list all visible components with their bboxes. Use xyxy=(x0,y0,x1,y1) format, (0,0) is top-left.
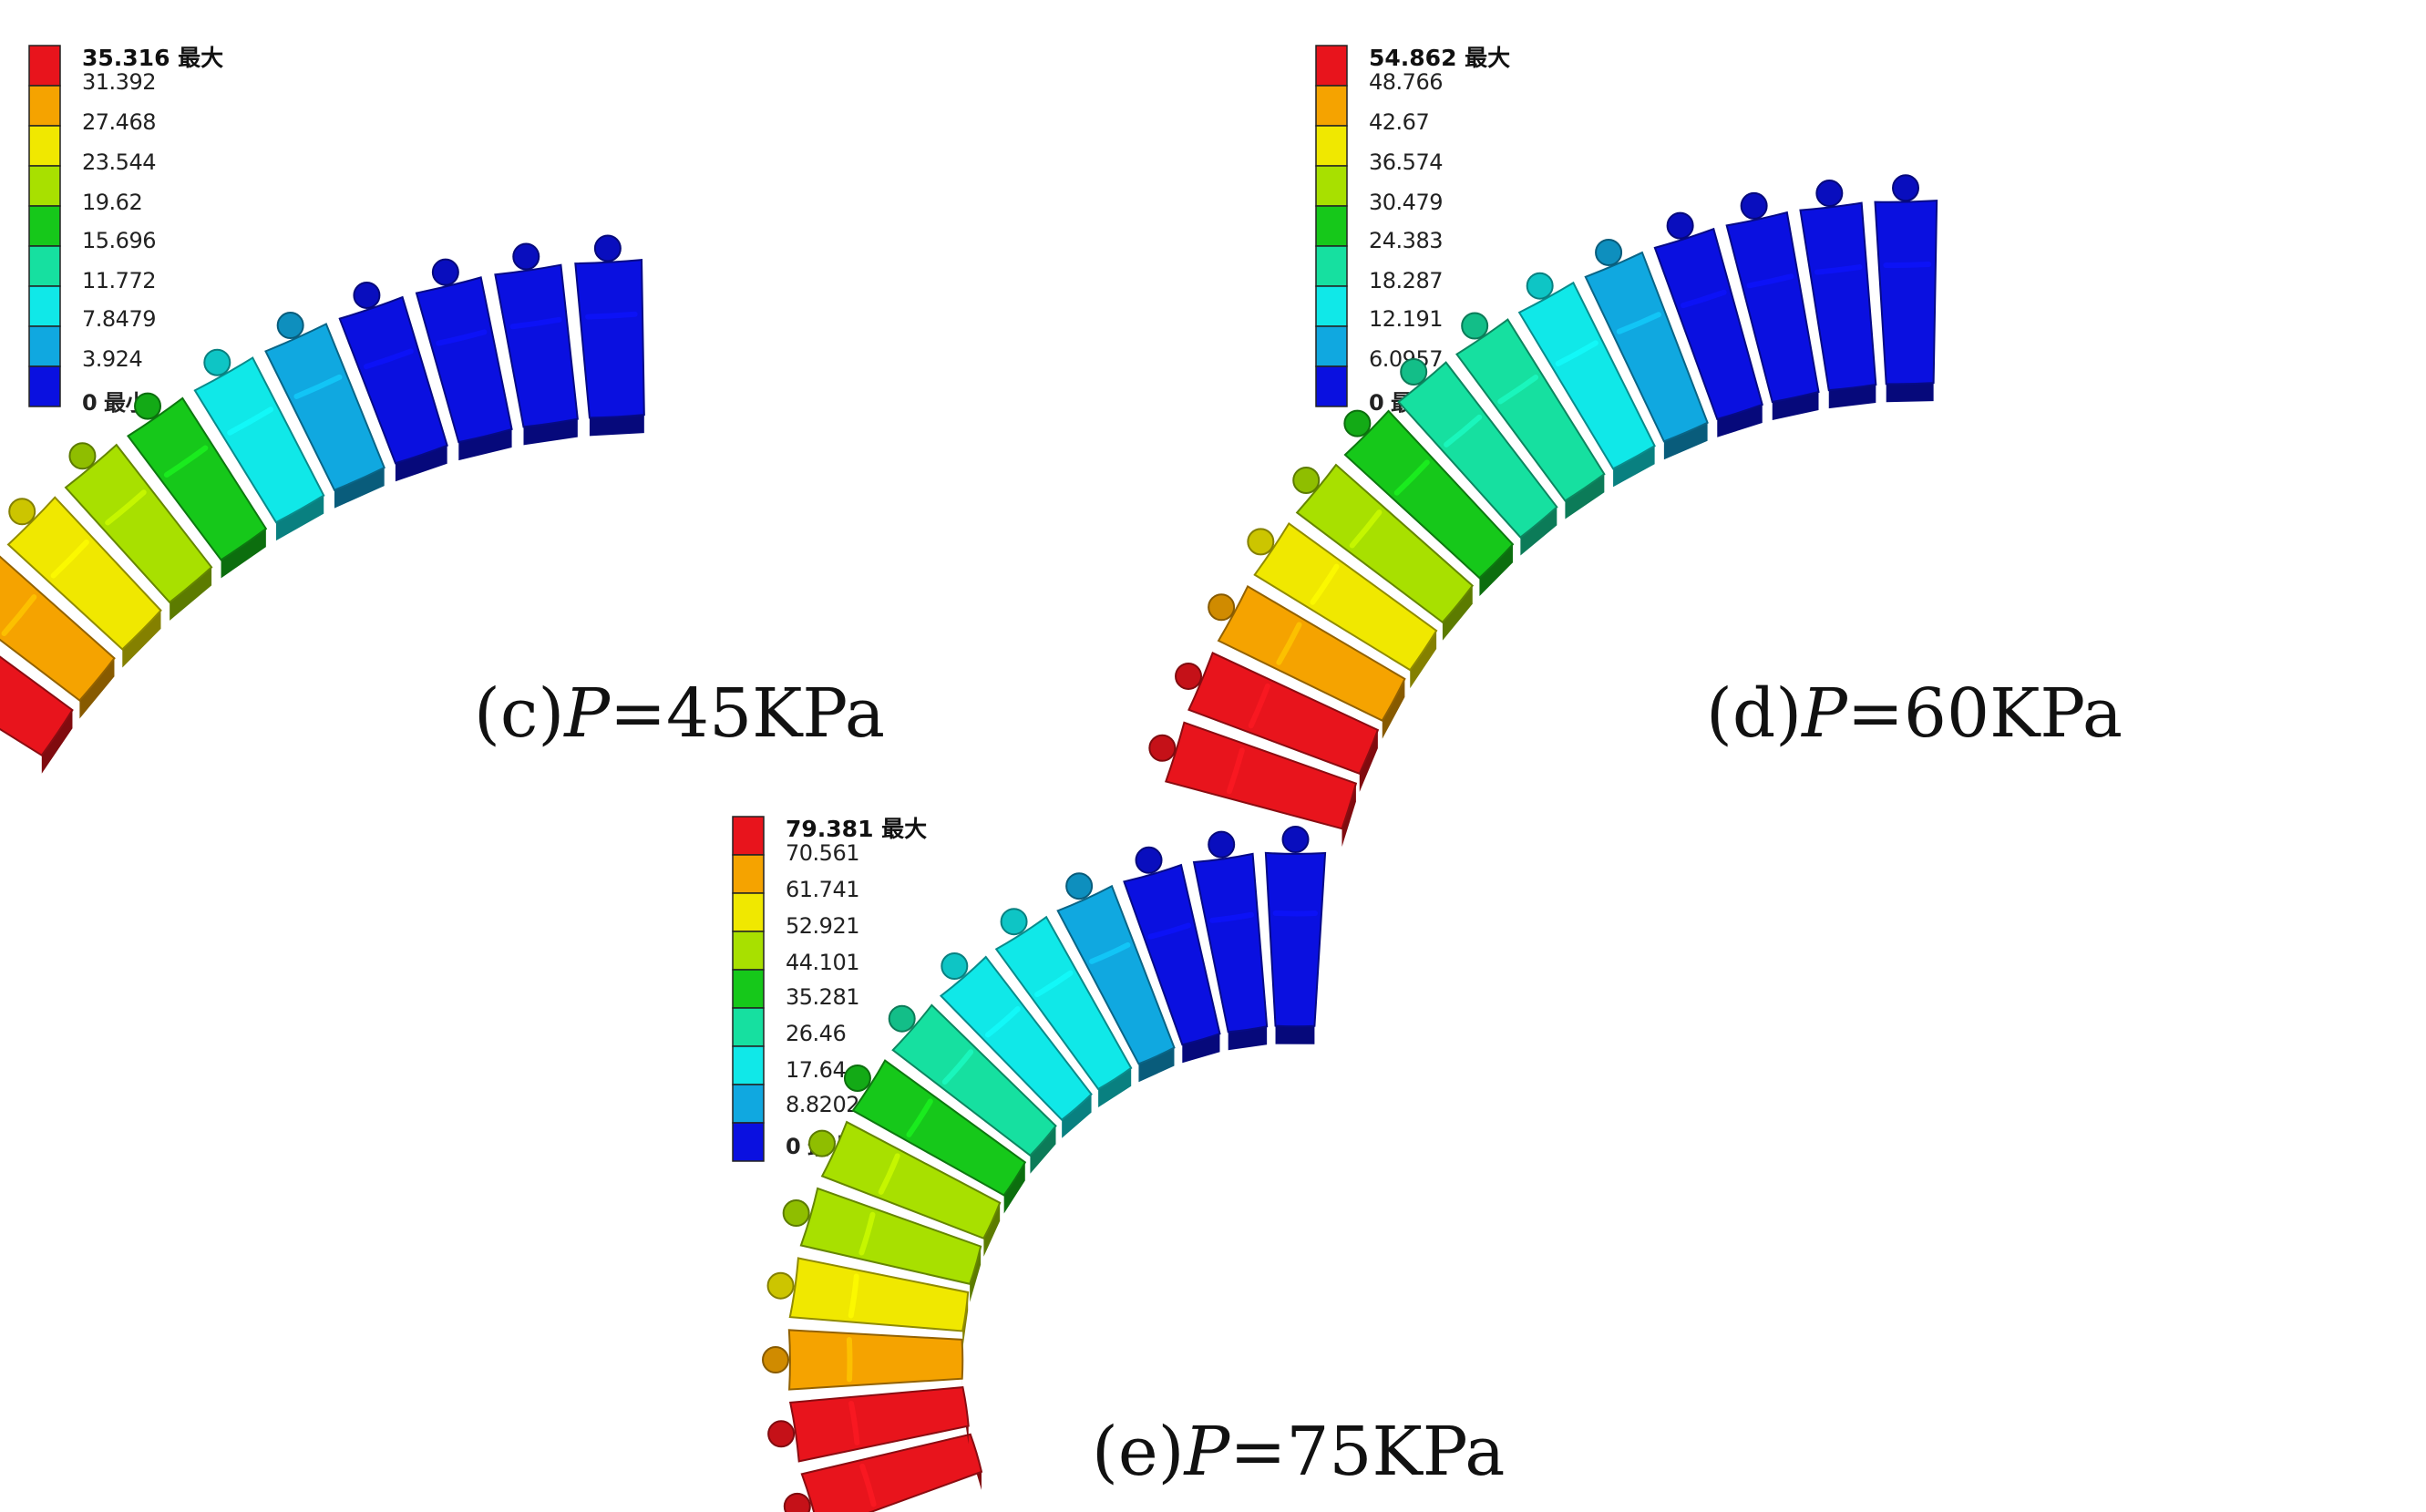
legend-label-d-2: 42.67 xyxy=(1369,109,1430,135)
legend-colorbar-c xyxy=(28,45,61,407)
legend-swatch-d-2 xyxy=(1315,85,1348,127)
actuator-segment-d-10 xyxy=(1584,238,1709,460)
legend-max-label-d: 54.862 最大 xyxy=(1369,45,1511,71)
actuator-segment-c-11 xyxy=(574,234,645,437)
actuator-model-e xyxy=(762,826,1327,1512)
legend-label-d-4: 30.479 xyxy=(1369,190,1443,215)
legend-label-d-7: 12.191 xyxy=(1369,306,1443,332)
panel-c: 35.316 最大 31.392 27.468 23.544 19.62 15.… xyxy=(0,0,1212,774)
actuator-segment-c-3 xyxy=(6,496,162,668)
legend-label-d-1: 48.766 xyxy=(1369,69,1443,95)
legend-label-e-6: 26.46 xyxy=(786,1021,847,1046)
caption-e: (e)P=75KPa xyxy=(1092,1413,1506,1491)
legend-label-d-5: 24.383 xyxy=(1369,228,1443,253)
legend-swatch-c-4 xyxy=(28,165,61,207)
actuator-segment-d-3 xyxy=(1208,584,1406,739)
actuator-segment-c-2 xyxy=(0,555,116,719)
legend-c: 35.316 最大 31.392 27.468 23.544 19.62 15.… xyxy=(27,42,246,416)
actuator-segment-c-10 xyxy=(494,242,579,446)
legend-swatch-e-9 xyxy=(732,1122,765,1162)
actuator-segment-d-9 xyxy=(1517,272,1656,488)
actuator-segment-c-6 xyxy=(193,348,325,541)
actuator-model-c xyxy=(0,234,645,774)
legend-colorbar-d xyxy=(1315,45,1348,407)
legend-swatch-c-6 xyxy=(28,245,61,287)
panel-e: 79.381 最大 70.561 61.741 52.921 44.101 35… xyxy=(711,775,1713,1512)
legend-label-d-6: 18.287 xyxy=(1369,268,1443,293)
legend-swatch-e-8 xyxy=(732,1084,765,1124)
legend-label-e-4: 44.101 xyxy=(786,950,859,975)
actuator-segment-d-4 xyxy=(1247,521,1438,689)
legend-label-c-5: 15.696 xyxy=(82,228,156,253)
caption-d: (d)P=60KPa xyxy=(1706,674,2123,753)
actuator-segment-e-10 xyxy=(994,908,1133,1107)
actuator-segment-e-7 xyxy=(843,1059,1027,1214)
legend-label-e-1: 70.561 xyxy=(786,840,859,866)
legend-label-e-8: 8.8202 xyxy=(786,1092,859,1117)
actuator-segment-d-5 xyxy=(1292,463,1475,641)
actuator-segment-e-11 xyxy=(1056,872,1176,1083)
actuator-segment-c-1 xyxy=(0,655,74,774)
actuator-segment-c-8 xyxy=(338,281,448,482)
actuator-segment-d-2 xyxy=(1175,652,1380,792)
legend-swatch-d-8 xyxy=(1315,325,1348,367)
legend-colorbar-e xyxy=(732,816,765,1162)
actuator-segment-e-13 xyxy=(1192,830,1269,1051)
legend-swatch-d-9 xyxy=(1315,365,1348,407)
actuator-segment-e-14 xyxy=(1264,826,1327,1044)
legend-swatch-c-8 xyxy=(28,325,61,367)
legend-swatch-e-2 xyxy=(732,854,765,894)
legend-label-e-2: 61.741 xyxy=(786,877,859,902)
actuator-segment-e-2 xyxy=(767,1386,970,1463)
actuator-segment-d-8 xyxy=(1455,312,1606,519)
legend-max-label-e: 79.381 最大 xyxy=(786,816,928,842)
actuator-segment-e-9 xyxy=(939,952,1093,1138)
actuator-segment-c-5 xyxy=(127,392,268,579)
actuator-segment-d-1 xyxy=(1148,721,1358,848)
actuator-segment-e-8 xyxy=(888,1003,1057,1174)
actuator-segment-e-6 xyxy=(807,1120,1002,1257)
actuator-segment-e-12 xyxy=(1123,846,1221,1064)
actuator-segment-c-7 xyxy=(264,312,385,509)
caption-c: (c)P=45KPa xyxy=(474,674,886,753)
actuator-segment-c-9 xyxy=(415,258,513,461)
legend-label-c-7: 7.8479 xyxy=(82,306,156,332)
legend-swatch-e-1 xyxy=(732,816,765,856)
legend-e: 79.381 最大 70.561 61.741 52.921 44.101 35… xyxy=(731,813,950,1178)
legend-label-e-5: 35.281 xyxy=(786,984,859,1010)
legend-swatch-e-4 xyxy=(732,931,765,971)
legend-label-c-1: 31.392 xyxy=(82,69,156,95)
legend-swatch-d-4 xyxy=(1315,165,1348,207)
actuator-segment-d-13 xyxy=(1799,180,1877,409)
legend-swatch-e-7 xyxy=(732,1045,765,1085)
actuator-segment-c-4 xyxy=(64,442,213,621)
actuator-segment-d-6 xyxy=(1343,409,1515,597)
actuator-segment-e-3 xyxy=(762,1329,964,1397)
legend-max-label-c: 35.316 最大 xyxy=(82,45,224,71)
legend-label-c-4: 19.62 xyxy=(82,190,143,215)
legend-label-e-7: 17.64 xyxy=(786,1057,847,1083)
legend-swatch-e-6 xyxy=(732,1007,765,1047)
actuator-model-d xyxy=(1148,174,1938,848)
actuator-segment-e-5 xyxy=(782,1187,982,1302)
actuator-segment-d-11 xyxy=(1653,211,1763,437)
actuator-segment-e-4 xyxy=(766,1257,970,1350)
legend-swatch-d-6 xyxy=(1315,245,1348,287)
legend-swatch-e-5 xyxy=(732,969,765,1009)
panel-d: 54.862 最大 48.766 42.67 36.574 30.479 24.… xyxy=(1148,0,2426,848)
legend-d: 54.862 最大 48.766 42.67 36.574 30.479 24.… xyxy=(1314,42,1533,416)
actuator-segment-d-12 xyxy=(1725,191,1820,421)
legend-label-d-3: 36.574 xyxy=(1369,149,1443,175)
legend-label-e-3: 52.921 xyxy=(786,913,859,939)
legend-label-c-2: 27.468 xyxy=(82,109,156,135)
legend-label-c-8: 3.924 xyxy=(82,346,143,372)
legend-swatch-c-9 xyxy=(28,365,61,407)
actuator-segment-d-14 xyxy=(1874,174,1938,403)
legend-label-c-6: 11.772 xyxy=(82,268,156,293)
legend-label-c-3: 23.544 xyxy=(82,149,156,175)
actuator-segment-d-7 xyxy=(1397,357,1558,556)
